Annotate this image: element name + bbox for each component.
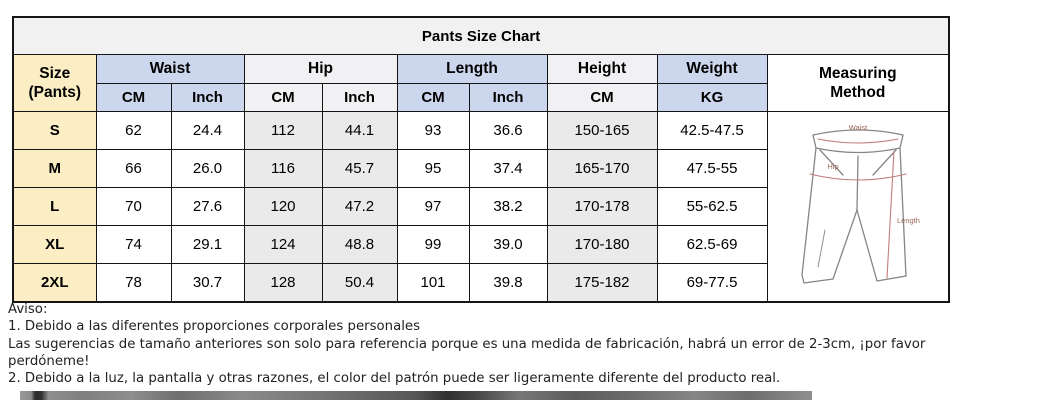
hip-inch-value: 48.8	[321, 225, 398, 264]
length-cm-value: 97	[396, 187, 470, 226]
size-column-header: Size (Pants)	[12, 54, 97, 112]
size-label: M	[12, 149, 97, 188]
pants-size-chart-table: Pants Size Chart Size (Pants) Waist Hip …	[12, 16, 951, 303]
height-value: 150-165	[546, 111, 658, 150]
length-cm-header: CM	[396, 83, 470, 112]
table-row-l: L 70 27.6 120 47.2 97 38.2 170-178 55-62…	[12, 187, 949, 226]
weight-value: 55-62.5	[656, 187, 768, 226]
notice-line: 2. Debido a la luz, la pantalla y otras …	[8, 371, 781, 387]
size-header-line2: (Pants)	[28, 84, 82, 101]
weight-group-header: Weight	[656, 54, 768, 84]
notice-heading: Aviso:	[8, 302, 48, 317]
waist-inch-value: 26.0	[170, 149, 245, 188]
table-row-m: M 66 26.0 116 45.7 95 37.4 165-170 47.5-…	[12, 149, 949, 188]
weight-value: 42.5-47.5	[656, 111, 768, 150]
waist-group-header: Waist	[95, 54, 245, 84]
length-inch-value: 39.0	[468, 225, 548, 264]
height-value: 165-170	[546, 149, 658, 188]
weight-value: 47.5-55	[656, 149, 768, 188]
measuring-header-line2: Method	[830, 84, 886, 101]
diagram-length-label: Length	[897, 216, 920, 225]
size-label: S	[12, 111, 97, 150]
pants-measuring-diagram: Waist Hip Length	[801, 123, 920, 284]
table-row-2xl: 2XL 78 30.7 128 50.4 101 39.8 175-182 69…	[12, 263, 949, 303]
waist-inch-value: 24.4	[170, 111, 245, 150]
length-inch-header: Inch	[468, 83, 548, 112]
waist-inch-header: Inch	[170, 83, 245, 112]
cropped-photo-strip	[20, 391, 812, 400]
length-cm-value: 95	[396, 149, 470, 188]
size-header-line1: Size	[39, 64, 71, 82]
waist-cm-value: 74	[95, 225, 172, 264]
diagram-waist-label: Waist	[849, 123, 868, 132]
height-group-header: Height	[546, 54, 658, 84]
table-title: Pants Size Chart	[12, 16, 950, 55]
hip-inch-value: 50.4	[321, 263, 398, 303]
waist-cm-header: CM	[95, 83, 172, 112]
length-cm-value: 101	[396, 263, 470, 303]
weight-value: 62.5-69	[656, 225, 768, 264]
title-row: Pants Size Chart	[12, 16, 950, 55]
size-label: L	[12, 187, 97, 226]
hip-cm-value: 112	[243, 111, 323, 150]
hip-inch-header: Inch	[321, 83, 398, 112]
notice-line: perdóneme!	[8, 353, 90, 369]
header-group-row: Size (Pants) Waist Hip Length Height Wei…	[12, 54, 950, 112]
hip-cm-header: CM	[243, 83, 323, 112]
weight-kg-header: KG	[656, 83, 768, 112]
hip-cm-value: 116	[243, 149, 323, 188]
height-value: 170-178	[546, 187, 658, 226]
diagram-hip-label: Hip	[827, 162, 838, 171]
hip-cm-value: 128	[243, 263, 323, 303]
size-label: XL	[12, 225, 97, 264]
length-inch-value: 38.2	[468, 187, 548, 226]
hip-group-header: Hip	[243, 54, 398, 84]
waist-inch-value: 30.7	[170, 263, 245, 303]
measuring-header-line1: Measuring	[819, 64, 897, 82]
notice-line: Las sugerencias de tamaño anteriores son…	[8, 336, 926, 352]
table-row-xl: XL 74 29.1 124 48.8 99 39.0 170-180 62.5…	[12, 225, 949, 264]
length-inch-value: 36.6	[468, 111, 548, 150]
length-inch-value: 37.4	[468, 149, 548, 188]
hip-inch-value: 47.2	[321, 187, 398, 226]
measuring-method-cell: Waist Hip Length	[766, 111, 950, 303]
waist-cm-value: 66	[95, 149, 172, 188]
notice-line: 1. Debido a las diferentes proporciones …	[8, 319, 421, 335]
table-row-s: S 62 24.4 112 44.1 93 36.6 150-165 42.5-…	[12, 111, 950, 303]
length-group-header: Length	[396, 54, 548, 84]
hip-inch-value: 44.1	[321, 111, 398, 150]
notice-block: Aviso: 1. Debido a las diferentes propor…	[8, 301, 1042, 387]
length-inch-value: 39.8	[468, 263, 548, 303]
length-cm-value: 93	[396, 111, 470, 150]
length-cm-value: 99	[396, 225, 470, 264]
waist-cm-value: 70	[95, 187, 172, 226]
height-value: 175-182	[546, 263, 658, 303]
hip-cm-value: 124	[243, 225, 323, 264]
hip-inch-value: 45.7	[321, 149, 398, 188]
hip-cm-value: 120	[243, 187, 323, 226]
waist-inch-value: 27.6	[170, 187, 245, 226]
header-unit-row: CM Inch CM Inch CM Inch CM KG	[13, 83, 949, 112]
waist-inch-value: 29.1	[170, 225, 245, 264]
waist-cm-value: 78	[95, 263, 172, 303]
size-label: 2XL	[12, 263, 97, 303]
weight-value: 69-77.5	[656, 263, 768, 303]
waist-cm-value: 62	[95, 111, 172, 150]
height-value: 170-180	[546, 225, 658, 264]
height-cm-header: CM	[546, 83, 658, 112]
size-chart-table-container: Pants Size Chart Size (Pants) Waist Hip …	[12, 16, 951, 303]
measuring-method-header: Measuring Method	[766, 54, 950, 112]
